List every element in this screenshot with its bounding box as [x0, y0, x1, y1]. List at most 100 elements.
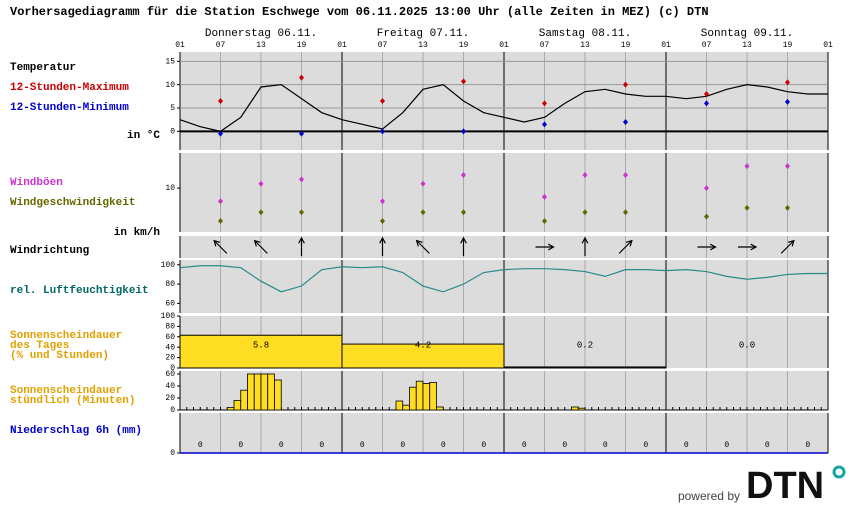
x-tick-label: 13	[418, 41, 428, 50]
precip-label: 0	[562, 441, 567, 450]
arrow-head	[415, 239, 423, 247]
hour-bar	[274, 379, 282, 411]
arrow-head	[581, 236, 589, 244]
hour-bar	[436, 406, 444, 411]
diamond-marker	[785, 98, 790, 105]
series-line	[179, 84, 828, 132]
precip-label: 0	[360, 441, 365, 450]
side-label: 12-Stunden-Maximum	[10, 82, 129, 94]
side-label: Sonnenscheindauer	[10, 330, 122, 342]
wind-arrow	[535, 243, 555, 251]
hour-bar	[253, 373, 262, 411]
y-tick-label: 20	[165, 394, 175, 403]
day-bar	[179, 334, 343, 369]
diamond-marker	[542, 121, 547, 128]
precip-label: 0	[481, 441, 486, 450]
arrow-head	[709, 243, 717, 251]
x-tick-label: 01	[175, 41, 185, 50]
arrow-shaft	[780, 240, 795, 254]
diamond-marker	[299, 209, 304, 216]
x-tick-label: 19	[459, 41, 469, 50]
side-label: Niederschlag 6h (mm)	[10, 425, 142, 437]
diamond-marker	[299, 74, 304, 81]
precip-label: 0	[684, 441, 689, 450]
arrow-head	[787, 239, 795, 247]
day-bar	[503, 366, 667, 369]
x-tick-label: 01	[337, 41, 347, 50]
bar-label: 0.0	[739, 340, 755, 350]
x-tick-label: 07	[702, 41, 712, 50]
unit-label: in km/h	[114, 227, 160, 239]
diamond-marker	[785, 204, 790, 211]
y-tick-label: 0	[170, 127, 175, 136]
wind-arrow	[618, 239, 633, 254]
precip-label: 0	[279, 441, 284, 450]
y-tick-label: 5	[170, 104, 175, 113]
wind-arrow	[738, 243, 758, 251]
arrow-head	[625, 239, 633, 247]
precip-label: 0	[805, 441, 810, 450]
day-label: Donnerstag 06.11.	[205, 28, 317, 40]
arrow-head	[750, 243, 758, 251]
precip-label: 0	[441, 441, 446, 450]
wind-arrow	[460, 236, 467, 256]
precip-label: 0	[643, 441, 648, 450]
diamond-marker	[218, 198, 223, 205]
diamond-marker	[785, 163, 790, 170]
day-label: Sonntag 09.11.	[701, 28, 793, 40]
side-label: stündlich (Minuten)	[10, 395, 135, 407]
y-tick-label: 80	[165, 323, 175, 332]
wind-arrow	[697, 243, 717, 251]
y-tick-label: 80	[165, 280, 175, 289]
hour-bar	[260, 373, 269, 411]
diamond-marker	[218, 218, 223, 225]
y-tick-label: 0	[170, 364, 175, 373]
diamond-marker	[704, 91, 709, 97]
bar-label: 4.2	[415, 340, 431, 350]
hour-bar	[402, 404, 410, 411]
diamond-marker	[258, 209, 264, 216]
y-tick-label: 0	[170, 449, 175, 458]
hour-bar	[233, 399, 242, 411]
diamond-marker	[542, 100, 547, 107]
diamond-marker	[299, 176, 304, 183]
side-label: rel. Luftfeuchtigkeit	[10, 285, 149, 297]
x-tick-label: 07	[216, 41, 226, 50]
hour-bar	[571, 406, 579, 411]
x-tick-label: 07	[540, 41, 550, 50]
diamond-marker	[380, 218, 385, 225]
y-tick-label: 60	[165, 333, 175, 342]
day-label: Samstag 08.11.	[539, 28, 631, 40]
wind-arrow	[298, 236, 305, 256]
diamond-marker	[380, 198, 385, 205]
y-tick-label: 10	[165, 81, 175, 90]
diamond-marker	[258, 180, 264, 187]
side-label: des Tages	[10, 340, 69, 352]
diamond-marker	[542, 218, 547, 225]
diamond-marker	[623, 119, 628, 125]
diamond-marker	[420, 180, 426, 187]
series-line	[179, 265, 828, 293]
side-label: 12-Stunden-Minimum	[10, 102, 129, 114]
logo-dot	[832, 465, 846, 479]
diamond-marker	[623, 81, 628, 88]
title: Vorhersagediagramm für die Station Eschw…	[10, 5, 709, 19]
side-label: Windböen	[10, 177, 63, 189]
wind-arrow	[581, 236, 589, 256]
wind-arrow	[213, 239, 228, 254]
x-tick-label: 19	[621, 41, 631, 50]
y-tick-label: 20	[165, 354, 175, 363]
bar-label: 5.8	[253, 340, 269, 350]
arrow-shaft	[254, 240, 268, 254]
diamond-marker	[542, 193, 547, 200]
arrow-shaft	[213, 240, 228, 254]
x-tick-label: 13	[256, 41, 266, 50]
diamond-marker	[582, 171, 588, 178]
diamond-marker	[704, 185, 709, 192]
diamond-marker	[299, 130, 304, 137]
hour-bar	[226, 407, 235, 411]
arrow-head	[547, 243, 555, 251]
logo-prefix: powered by	[678, 489, 740, 503]
y-tick-label: 60	[165, 299, 175, 308]
